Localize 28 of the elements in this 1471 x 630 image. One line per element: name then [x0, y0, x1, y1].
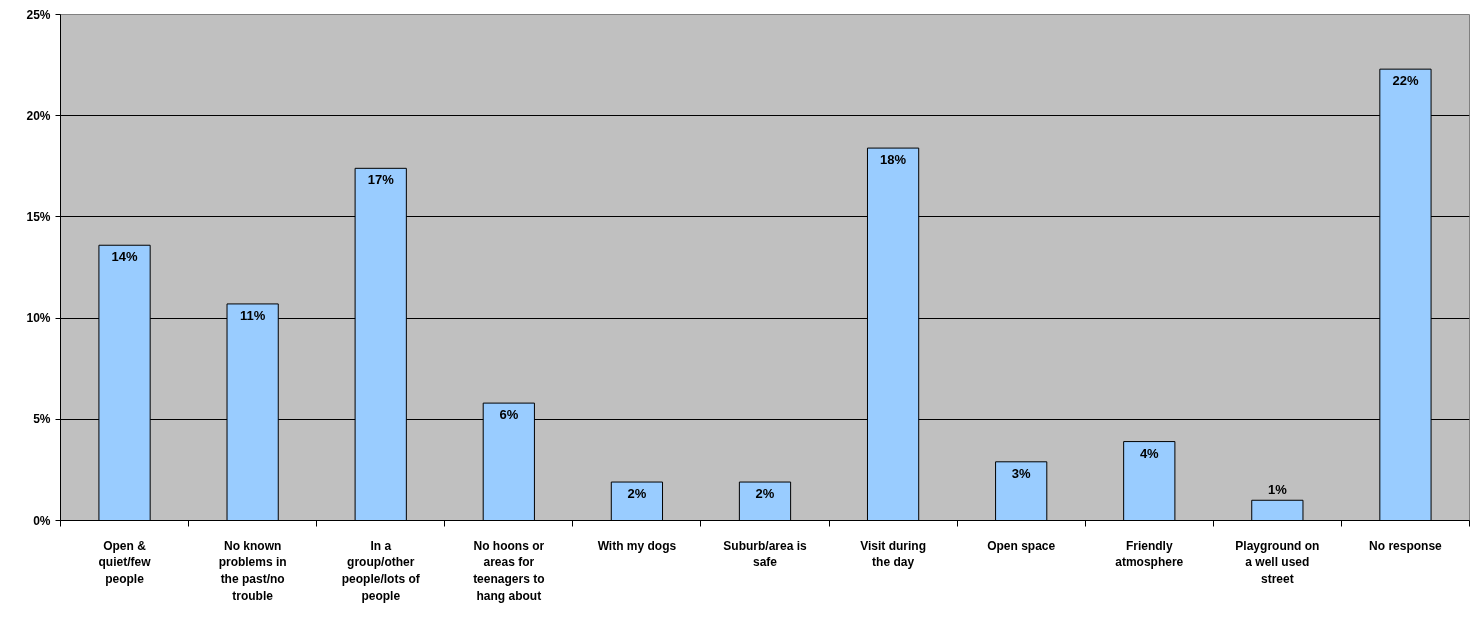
data-label: 3%: [1011, 465, 1032, 481]
data-label: 11%: [239, 307, 266, 323]
y-tick-label: 5%: [33, 412, 51, 427]
x-tick-label: Open space: [987, 538, 1056, 553]
data-label: 4%: [1139, 445, 1160, 461]
data-label: 2%: [755, 486, 775, 502]
data-label: 22%: [1392, 73, 1419, 89]
x-tick-label: No hoons or areas for teenagers to hang about: [473, 538, 545, 603]
y-tick-label: 20%: [26, 108, 51, 123]
x-tick-label: Playground on a well used street: [1235, 538, 1320, 587]
data-label: 14%: [111, 249, 138, 265]
data-label: 6%: [499, 407, 519, 423]
x-tick-label: No response: [1369, 538, 1443, 553]
x-tick-label: In a group/other people/lots of people: [341, 538, 421, 603]
data-label: 2%: [627, 486, 647, 502]
data-label: 18%: [880, 152, 907, 168]
y-tick-label: 0%: [33, 513, 51, 528]
data-label: 17%: [367, 172, 395, 188]
x-tick-label: Suburb/area is safe: [723, 538, 808, 570]
y-tick-label: 15%: [26, 209, 51, 224]
x-tick-label: Open & quiet/few people: [98, 538, 152, 587]
y-tick-label: 25%: [26, 7, 51, 22]
x-tick-label: Visit during the day: [860, 538, 926, 570]
data-label: 1%: [1267, 482, 1288, 498]
y-tick-label: 10%: [26, 311, 51, 326]
x-tick-label: Friendly atmosphere: [1115, 538, 1184, 570]
x-tick-label: No known problems in the past/no trouble: [218, 538, 287, 603]
x-tick-label: With my dogs: [597, 538, 677, 553]
